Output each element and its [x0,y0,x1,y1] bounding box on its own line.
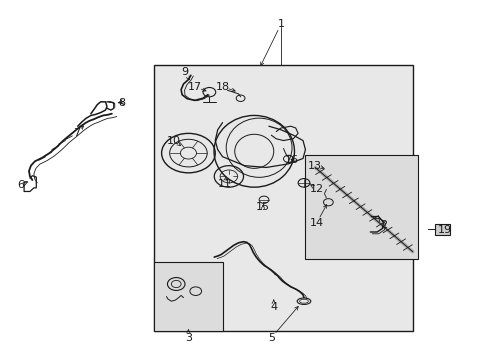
Text: 7: 7 [73,129,80,138]
Text: 11: 11 [218,179,231,189]
Text: 19: 19 [436,225,450,235]
Text: 16: 16 [285,155,299,165]
Text: 14: 14 [309,218,323,228]
Text: 10: 10 [166,136,181,145]
Text: 12: 12 [309,184,323,194]
Bar [154,65,412,330]
Text: 8: 8 [118,98,125,108]
Bar [154,262,222,330]
Text: 4: 4 [270,302,277,312]
Text: 6: 6 [18,180,24,190]
Text: 13: 13 [307,161,322,171]
Text: 3: 3 [184,333,191,343]
Text: 9: 9 [181,67,188,77]
FancyBboxPatch shape [434,224,449,235]
Text: 15: 15 [256,202,269,212]
Text: 18: 18 [215,82,229,92]
Text: 2: 2 [379,220,386,230]
Text: 17: 17 [187,82,202,92]
Text: 5: 5 [267,333,274,343]
Text: 1: 1 [277,19,284,29]
Bar [305,155,417,259]
